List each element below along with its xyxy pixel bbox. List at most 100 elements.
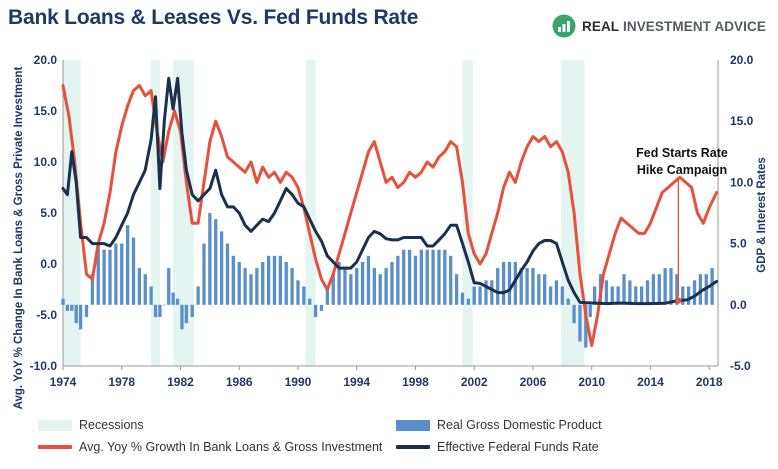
gdp-bar-52 xyxy=(349,274,353,305)
legend-swatch-gdp xyxy=(396,419,430,431)
gdp-bar-94 xyxy=(592,286,597,305)
legend-swatch-recessions xyxy=(38,419,72,431)
gdp-bar-89 xyxy=(566,298,570,305)
x-tick-label: 2006 xyxy=(520,375,547,389)
legend-swatch-fed xyxy=(396,445,430,449)
gdp-bar-41 xyxy=(284,261,288,305)
gdp-bar-11 xyxy=(120,243,124,305)
gdp-bar-27 xyxy=(202,243,206,305)
gdp-bar-91 xyxy=(578,304,582,342)
gdp-bar-107 xyxy=(669,268,673,305)
gdp-bar-53 xyxy=(355,268,359,305)
gdp-bar-3 xyxy=(74,304,78,324)
axis-lines xyxy=(62,60,719,367)
gdp-bar-0 xyxy=(61,298,65,305)
gdp-bar-10 xyxy=(114,243,118,305)
gdp-bar-114 xyxy=(710,268,714,305)
gdp-bar-1 xyxy=(65,304,70,311)
gdp-bar-35 xyxy=(249,274,253,305)
gdp-bar-21 xyxy=(171,292,175,305)
gdp-bar-29 xyxy=(214,219,218,305)
chart: 1974 1978 1982 1986 1990 1994 1998 2002 2006 2010… xyxy=(13,53,768,409)
rising-bars-logo-icon xyxy=(552,14,576,38)
y-right-tick-label: 10.0 xyxy=(730,175,754,189)
gdp-bar-44 xyxy=(302,286,306,305)
gdp-bar-92 xyxy=(584,304,588,348)
gdp-bar-99 xyxy=(622,274,626,305)
legend-item-fed: Effective Federal Funds Rate xyxy=(396,440,599,454)
gdp-bar-83 xyxy=(531,268,535,305)
x-tick-label: 2014 xyxy=(637,375,664,389)
gdp-bar-84 xyxy=(537,274,541,305)
gdp-bar-37 xyxy=(261,261,265,305)
gdp-bar-77 xyxy=(496,268,500,305)
gdp-bar-26 xyxy=(196,286,200,305)
y-right-tick-label: 20.0 xyxy=(730,53,754,67)
gdp-bar-73 xyxy=(472,286,476,305)
gdp-bar-96 xyxy=(604,280,609,305)
gdp-bar-47 xyxy=(319,304,324,311)
recession-band-3 xyxy=(305,60,316,366)
y-left-tick-label: 10.0 xyxy=(34,155,58,169)
gdp-bar-109 xyxy=(681,286,685,305)
gdp-bar-64 xyxy=(419,249,423,305)
gdp-bar-70 xyxy=(454,274,459,305)
gdp-bar-93 xyxy=(588,304,592,318)
x-tick-label: 2002 xyxy=(461,375,488,389)
legend-label-loans: Avg. Yoy % Growth In Bank Loans & Gross … xyxy=(79,440,383,454)
gdp-bar-32 xyxy=(231,255,236,305)
gdp-bar-45 xyxy=(308,298,312,305)
gdp-bar-101 xyxy=(634,286,638,305)
gdp-bar-65 xyxy=(425,249,429,305)
legend-label-gdp: Real Gross Domestic Product xyxy=(437,418,602,432)
gdp-bar-79 xyxy=(507,261,512,305)
gdp-bar-31 xyxy=(225,243,230,305)
x-tick-label: 1990 xyxy=(285,375,312,389)
gdp-bar-25 xyxy=(190,304,194,318)
gdp-bar-6 xyxy=(90,274,95,305)
gdp-bar-69 xyxy=(449,255,453,305)
gdp-bar-110 xyxy=(686,286,691,305)
gdp-bar-8 xyxy=(102,249,106,305)
gdp-bar-97 xyxy=(610,286,614,305)
gdp-bar-19 xyxy=(162,304,166,306)
brand: REAL INVESTMENT ADVICE xyxy=(552,14,766,38)
y-right-tick-label: -5.0 xyxy=(730,359,751,373)
recession-band-1 xyxy=(151,60,160,366)
legend-item-loans: Avg. Yoy % Growth In Bank Loans & Gross … xyxy=(38,440,382,454)
y-left-tick-label: 20.0 xyxy=(34,53,58,67)
brand-name-rest: INVESTMENT ADVICE xyxy=(619,18,766,34)
gdp-bar-49 xyxy=(331,274,335,305)
recession-band-4 xyxy=(462,60,473,366)
x-tick-label: 1982 xyxy=(167,375,194,389)
x-tick-label: 1998 xyxy=(402,375,429,389)
gdp-bar-7 xyxy=(96,243,100,305)
gdp-bar-9 xyxy=(108,249,112,305)
gdp-bar-80 xyxy=(513,261,517,305)
y-right-tick-label: 5.0 xyxy=(730,237,747,251)
gdp-bar-82 xyxy=(525,268,529,305)
gdp-bar-105 xyxy=(657,274,661,305)
gdp-bar-17 xyxy=(153,304,158,318)
brand-name: REAL INVESTMENT ADVICE xyxy=(582,19,766,34)
gdp-bar-108 xyxy=(675,274,679,305)
gdp-bar-90 xyxy=(572,304,576,324)
recession-band-2 xyxy=(173,60,194,366)
gdp-bar-75 xyxy=(484,280,488,305)
gdp-bar-38 xyxy=(266,255,271,305)
gdp-bar-50 xyxy=(337,261,341,305)
gdp-bar-106 xyxy=(663,268,667,305)
recession-bands xyxy=(63,60,585,366)
gdp-bar-71 xyxy=(460,292,465,305)
gdp-bar-104 xyxy=(651,274,656,305)
gdp-bar-33 xyxy=(237,261,241,305)
gdp-bar-85 xyxy=(543,274,547,305)
x-tick-label: 2018 xyxy=(696,375,723,389)
y-left-tick-label: -10.0 xyxy=(30,359,58,373)
gdp-bar-63 xyxy=(413,255,418,305)
gdp-bar-98 xyxy=(616,286,620,305)
gdp-bar-58 xyxy=(384,268,388,305)
gdp-bar-66 xyxy=(431,249,435,305)
gdp-bar-102 xyxy=(639,286,644,305)
y-axis-label-right: GDP & Interest Rates xyxy=(756,157,768,272)
